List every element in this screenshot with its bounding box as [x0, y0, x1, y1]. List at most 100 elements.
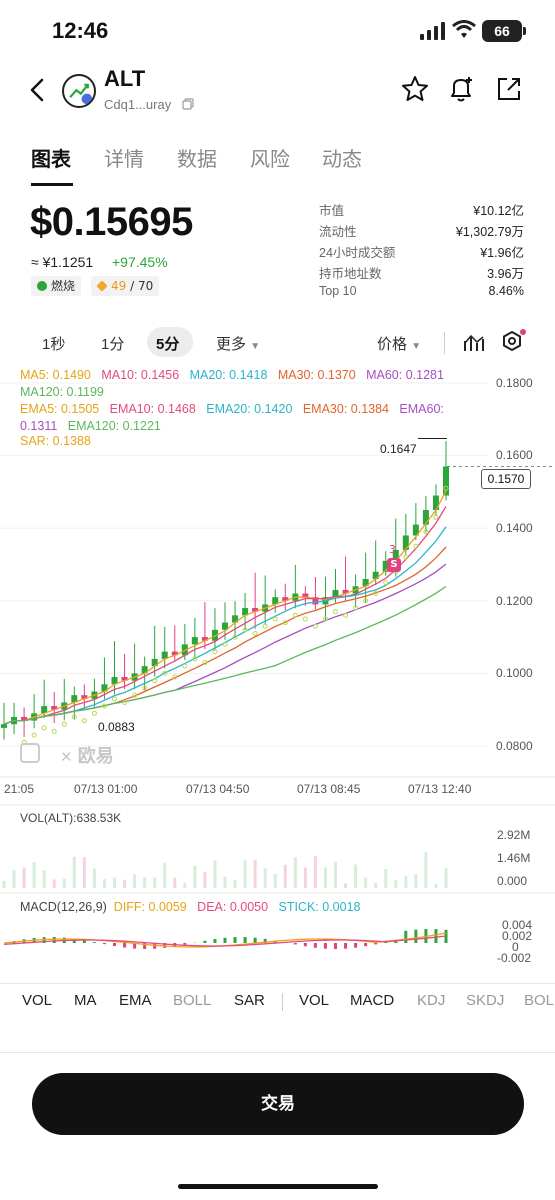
star-icon[interactable] — [400, 74, 430, 104]
sar-dot — [242, 627, 248, 633]
settings-icon[interactable] — [500, 328, 528, 356]
volume-bar — [52, 879, 56, 888]
macd-tick: 0.004 — [502, 918, 533, 932]
macd-tick: 0 — [512, 940, 519, 954]
interval-5m[interactable]: 5分 — [156, 336, 180, 353]
ind-tab-ema[interactable]: EMA — [119, 992, 152, 1009]
candle-body — [161, 651, 168, 659]
moving-average-line — [3, 490, 447, 725]
macd-stick — [223, 937, 227, 943]
tab-activity[interactable]: 动态 — [322, 147, 362, 171]
candle-body — [171, 651, 178, 656]
ind-tab-skdj[interactable]: SKDJ — [466, 992, 505, 1009]
share-icon[interactable] — [494, 74, 524, 104]
candle-body — [362, 579, 369, 587]
sar-dot — [232, 634, 238, 640]
volume-bar — [82, 857, 86, 888]
sar-dot — [252, 630, 258, 636]
interval-active-bg — [147, 327, 193, 357]
volume-bar — [42, 870, 46, 888]
candle-body — [222, 622, 228, 630]
stat-label-mcap: 市值 — [319, 204, 345, 218]
divider — [282, 993, 283, 1011]
macd-stick — [364, 943, 368, 947]
volume-tick: 2.92M — [497, 828, 531, 842]
tab-risk[interactable]: 风险 — [250, 147, 290, 171]
watermark-text: ✕ 欧易 — [60, 746, 114, 767]
score-badge[interactable]: 49 / 70 — [91, 276, 160, 296]
ind-tab-boll[interactable]: BOLL — [173, 992, 212, 1009]
candle-body — [342, 589, 349, 594]
interval-more[interactable]: 更多 ▼ — [216, 336, 261, 353]
candle-body — [201, 637, 208, 641]
candle-body — [422, 510, 429, 525]
tab-details[interactable]: 详情 — [104, 147, 144, 171]
tab-data[interactable]: 数据 — [177, 147, 217, 171]
ind-tab-bol[interactable]: BOL — [524, 992, 555, 1009]
alert-bell-icon[interactable] — [446, 74, 476, 104]
stat-value-mcap: ¥10.12亿 — [473, 204, 524, 218]
candle-body — [242, 608, 249, 616]
copy-icon[interactable] — [182, 98, 194, 110]
sar-dot — [132, 692, 138, 698]
sar-dot — [142, 685, 148, 691]
high-price-label: 0.1647 — [380, 442, 417, 456]
price-cny: ≈ ¥1.1251 — [31, 254, 94, 270]
sar-dot — [31, 732, 37, 738]
ind-tab-macd[interactable]: MACD — [350, 992, 395, 1009]
battery-indicator: 66 — [482, 20, 526, 42]
trade-button[interactable]: 交易 — [32, 1073, 524, 1135]
sar-dot — [322, 616, 328, 622]
contract-address: Cdq1...uray — [104, 97, 172, 112]
stat-label-liquidity: 流动性 — [319, 225, 357, 239]
price-type-select[interactable]: 价格 ▼ — [377, 336, 422, 353]
indicator-chart-icon[interactable] — [462, 331, 486, 355]
macd-stick — [123, 943, 127, 948]
volume-bar — [303, 867, 307, 888]
interval-1s[interactable]: 1秒 — [42, 336, 66, 353]
burn-badge[interactable]: 燃烧 — [31, 276, 82, 296]
ind-tab-vol[interactable]: VOL — [22, 992, 53, 1009]
sar-dot — [383, 580, 389, 586]
candle-body — [372, 571, 379, 580]
sar-dot — [282, 620, 288, 626]
ind-tab-vol-sub[interactable]: VOL — [299, 992, 330, 1009]
macd-stick — [404, 930, 408, 943]
candle-body — [81, 695, 88, 699]
volume-bar — [273, 873, 277, 888]
sar-dot — [292, 612, 298, 618]
sar-dot — [81, 718, 87, 724]
volume-bar — [92, 868, 96, 888]
macd-stick — [263, 938, 267, 943]
volume-bar — [113, 877, 116, 888]
coin-name: ALT — [104, 66, 146, 91]
volume-bar — [253, 859, 257, 888]
volume-tick: 1.46M — [497, 851, 531, 865]
candle-body — [272, 597, 279, 605]
ind-tab-kdj[interactable]: KDJ — [417, 992, 446, 1009]
ind-tab-sar[interactable]: SAR — [234, 992, 265, 1009]
macd-stick — [133, 943, 137, 949]
sar-dot — [101, 703, 107, 709]
macd-stick — [143, 943, 147, 949]
volume-bar — [173, 877, 177, 888]
back-icon[interactable] — [26, 76, 50, 104]
sar-dot — [373, 591, 379, 597]
x-axis-label: 07/13 04:50 — [186, 782, 250, 796]
volume-bar — [32, 862, 36, 888]
moving-average-line — [3, 506, 447, 725]
volume-bar — [213, 860, 217, 888]
interval-1m[interactable]: 1分 — [101, 336, 125, 353]
sar-dot — [302, 616, 308, 622]
macd-stick — [253, 937, 257, 943]
tab-chart[interactable]: 图表 — [31, 147, 71, 171]
sar-dot — [363, 598, 369, 604]
macd-stick — [293, 943, 297, 945]
candlestick-chart[interactable] — [0, 360, 555, 980]
y-axis-label: 0.1600 — [496, 448, 533, 462]
volume-bar — [233, 880, 237, 888]
ind-tab-ma[interactable]: MA — [74, 992, 97, 1009]
candle-body — [332, 589, 339, 598]
x-axis-label: 21:05 — [4, 782, 35, 796]
ema120-legend: 0.1311 EMA120: 0.1221 — [20, 419, 161, 433]
